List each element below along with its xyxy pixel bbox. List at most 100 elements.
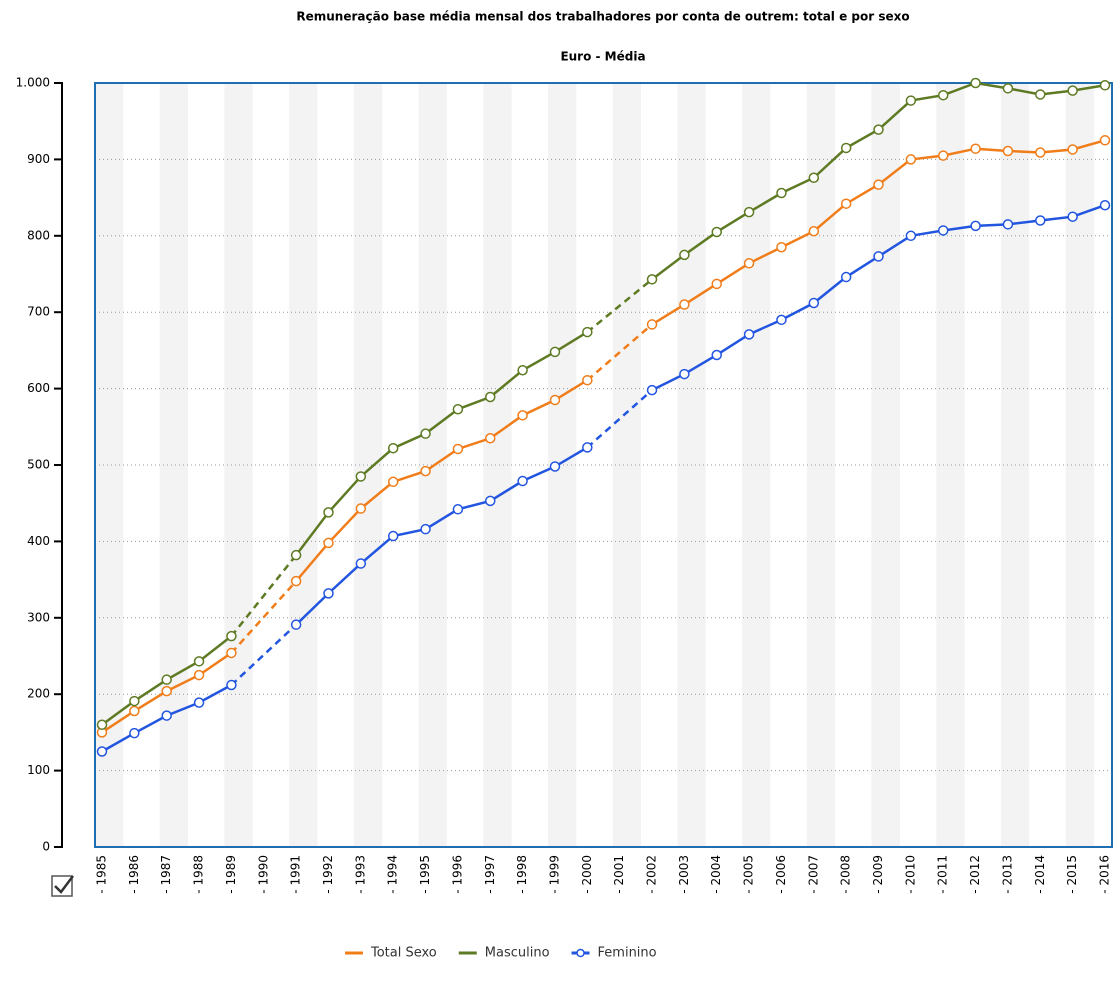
legend-label: Masculino: [485, 946, 550, 961]
x-tick-label: - 2014: [1033, 855, 1047, 894]
data-point: [226, 647, 237, 659]
gap-connector: [230, 554, 298, 637]
data-point: [646, 319, 658, 330]
y-tick-label: 500: [27, 458, 50, 472]
data-point: [355, 558, 367, 569]
data-point: [1035, 215, 1046, 226]
data-point: [129, 705, 140, 717]
data-point: [129, 727, 140, 739]
data-point: [1035, 89, 1046, 100]
x-tick-label: - 2016: [1098, 855, 1112, 894]
data-point: [679, 368, 690, 380]
y-tick-label: 300: [27, 610, 50, 624]
data-point: [355, 471, 367, 482]
data-point: [193, 669, 205, 681]
data-point: [517, 410, 528, 421]
data-point: [323, 507, 334, 518]
data-point: [1067, 211, 1078, 222]
data-point: [711, 278, 722, 290]
series-line: [295, 446, 588, 626]
data-point: [840, 142, 852, 154]
data-point: [226, 679, 237, 691]
x-tick-label: - 2008: [839, 855, 853, 894]
x-tick-label: - 2000: [580, 855, 594, 894]
x-tick-label: - 1989: [224, 855, 238, 894]
data-point: [905, 154, 917, 165]
plot-frame: [94, 82, 1113, 848]
toggle-icon[interactable]: [51, 875, 74, 897]
data-point: [452, 403, 464, 415]
data-point: [743, 258, 755, 269]
data-point: [970, 143, 981, 154]
x-tick-label: - 1987: [159, 855, 173, 894]
data-point: [743, 329, 755, 340]
data-point: [905, 230, 917, 242]
data-point: [290, 549, 302, 561]
data-point: [1002, 145, 1014, 157]
x-tick-label: - 2009: [871, 855, 885, 894]
y-tick-label: 700: [27, 305, 50, 319]
gap-connector: [586, 278, 653, 334]
gap-connector: [230, 623, 297, 686]
legend-label: Total Sexo: [370, 946, 437, 961]
legend-label: Feminino: [598, 946, 657, 961]
data-point: [420, 523, 431, 535]
data-point: [452, 443, 464, 455]
data-point: [840, 198, 852, 209]
x-tick-label: - 2001: [612, 855, 626, 894]
data-point: [517, 475, 528, 487]
legend: Total Sexo Masculino Feminino: [345, 946, 657, 961]
data-point: [549, 461, 561, 472]
data-point: [549, 394, 561, 406]
x-tick-label: - 1995: [418, 855, 432, 894]
data-point: [776, 242, 787, 253]
data-point: [711, 226, 722, 238]
x-tick-label: - 2002: [645, 855, 659, 894]
checkbox[interactable]: [51, 875, 73, 897]
y-tick-label: 400: [27, 534, 50, 548]
data-point: [582, 374, 593, 386]
data-point: [873, 251, 884, 262]
x-tick-label: - 2003: [677, 855, 691, 894]
data-point: [387, 530, 399, 542]
data-point: [873, 124, 884, 135]
data-point: [290, 619, 302, 630]
data-point: [808, 225, 820, 237]
gap-connector: [586, 389, 653, 449]
data-point: [387, 476, 399, 488]
x-tick-label: - 1986: [127, 855, 141, 894]
data-point: [549, 346, 561, 358]
column-stripe: [742, 83, 771, 847]
data-point: [193, 697, 205, 708]
data-point: [1035, 147, 1046, 158]
x-tick-label: - 2005: [742, 855, 756, 894]
gap-connector: [586, 323, 653, 382]
x-tick-label: - 1996: [450, 855, 464, 894]
x-tick-label: - 2007: [806, 855, 820, 894]
column-stripe: [936, 83, 965, 847]
y-tick-label: 900: [27, 152, 50, 166]
data-point: [582, 442, 593, 453]
data-point: [452, 504, 464, 515]
legend-marker: [576, 948, 585, 958]
data-point: [1002, 219, 1014, 230]
y-tick-label: 200: [27, 687, 50, 701]
data-point: [840, 271, 852, 283]
data-point: [161, 710, 172, 721]
chart-subtitle: Euro - Média: [560, 50, 645, 64]
data-point: [808, 297, 820, 309]
data-point: [937, 89, 949, 101]
data-point: [96, 746, 108, 757]
chart-title: Remuneração base média mensal dos trabal…: [296, 10, 909, 24]
x-tick-label: - 1999: [547, 855, 561, 894]
data-point: [679, 299, 690, 310]
y-tick-label: 1.000: [16, 76, 50, 90]
data-point: [1067, 144, 1078, 155]
y-tick-label: 100: [27, 763, 50, 777]
x-tick-label: - 2010: [903, 855, 917, 894]
data-point: [193, 656, 205, 667]
x-tick-label: - 2013: [1000, 855, 1014, 894]
data-point: [1099, 199, 1111, 211]
data-point: [517, 365, 528, 376]
